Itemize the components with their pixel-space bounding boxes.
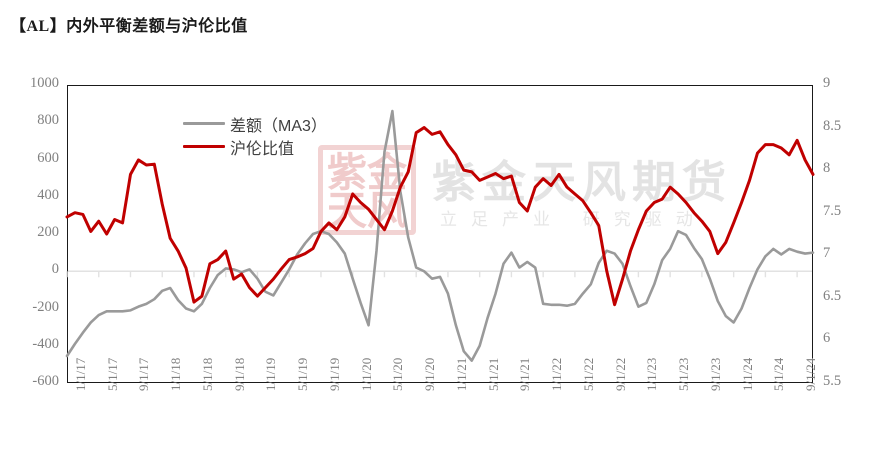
legend: 差额（MA3） 沪伦比值	[183, 112, 327, 158]
x-axis-tick-label: 1/1/17	[73, 357, 88, 391]
right-axis-tick-label: 8	[823, 160, 831, 177]
left-axis-tick-label: -600	[32, 373, 59, 389]
right-axis-tick-label: 7	[823, 245, 831, 262]
x-axis-tick-label: 5/1/18	[199, 357, 215, 391]
legend-swatch-icon	[183, 144, 225, 149]
x-axis-tick-label: 1/1/18	[168, 357, 184, 391]
left-axis-tick-label: -200	[32, 298, 59, 315]
legend-swatch-icon	[183, 121, 225, 126]
legend-label: 沪伦比值	[230, 140, 295, 158]
right-axis-tick-label: 5.5	[823, 373, 842, 389]
left-axis-tick-label: -400	[32, 335, 59, 352]
x-axis-tick-label: 5/1/23	[676, 357, 692, 391]
x-axis-tick-label: 9/1/18	[231, 357, 247, 391]
x-axis-tick-label: 5/1/21	[485, 357, 501, 391]
x-axis-tick-label: 5/1/22	[580, 357, 596, 391]
right-axis-tick-label: 6.5	[823, 287, 842, 304]
x-axis-tick-label: 1/1/23	[644, 357, 660, 391]
right-axis-tick-label: 8.5	[823, 117, 842, 134]
x-axis-tick-label: 1/1/20	[358, 357, 374, 391]
left-axis-tick-label: 200	[37, 224, 59, 240]
right-axis-tick-label: 6	[823, 330, 831, 347]
legend-item[interactable]: 沪伦比值	[183, 135, 327, 158]
left-axis-tick-label: 0	[51, 261, 59, 278]
x-axis-tick-label: 1/1/24	[739, 357, 755, 391]
x-axis-tick-label: 9/1/22	[612, 357, 628, 391]
x-axis-tick-label: 5/1/17	[104, 357, 120, 391]
left-axis-tick-label: 800	[37, 112, 59, 129]
x-axis-tick-label: 5/1/19	[295, 357, 311, 391]
x-axis-tick-label: 1/1/22	[549, 357, 565, 391]
left-axis-tick-label: 600	[37, 149, 59, 166]
x-axis-tick-label: 9/1/20	[422, 357, 438, 391]
x-axis-tick-label: 9/1/19	[326, 357, 342, 391]
left-axis-tick-label: 1000	[30, 75, 59, 91]
x-axis-ticks	[66, 271, 798, 278]
right-axis-tick-label: 9	[823, 75, 831, 91]
series-line-balance	[65, 109, 815, 362]
x-axis-tick-label: 1/1/19	[263, 357, 279, 391]
plot-area	[67, 85, 813, 383]
x-axis-tick-label: 9/1/21	[517, 357, 533, 391]
left-axis-tick-label: 400	[37, 186, 59, 203]
x-axis-tick-label: 5/1/24	[771, 357, 787, 391]
legend-item[interactable]: 差额（MA3）	[183, 112, 327, 135]
x-axis-tick-label: 9/1/24	[803, 357, 819, 391]
page-title: 【AL】内外平衡差额与沪伦比值	[10, 18, 248, 35]
x-axis-tick-label: 9/1/23	[707, 357, 723, 391]
x-axis-tick-label: 5/1/20	[390, 357, 406, 391]
series-lines	[65, 109, 815, 362]
right-axis-tick-label: 7.5	[823, 202, 842, 219]
x-axis-tick-label: 9/1/17	[136, 357, 152, 391]
legend-label: 差额（MA3）	[230, 117, 327, 135]
series-line-ratio	[65, 126, 815, 307]
x-axis-tick-label: 1/1/21	[453, 357, 469, 391]
